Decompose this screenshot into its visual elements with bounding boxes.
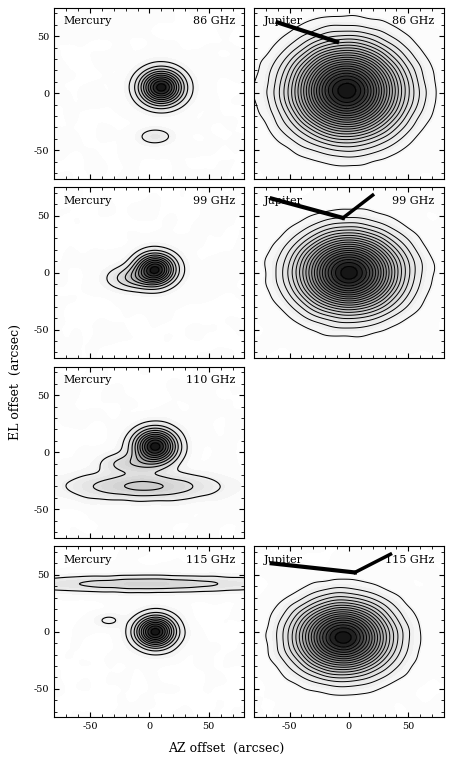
Text: Jupiter: Jupiter bbox=[263, 16, 303, 26]
Text: 99 GHz: 99 GHz bbox=[392, 196, 434, 206]
Text: Mercury: Mercury bbox=[64, 16, 112, 26]
Text: 86 GHz: 86 GHz bbox=[193, 16, 235, 26]
Text: Mercury: Mercury bbox=[64, 555, 112, 565]
Text: 110 GHz: 110 GHz bbox=[186, 375, 235, 385]
Text: Mercury: Mercury bbox=[64, 196, 112, 206]
Text: 86 GHz: 86 GHz bbox=[392, 16, 434, 26]
Text: AZ offset  (arcsec): AZ offset (arcsec) bbox=[169, 742, 284, 755]
Text: 99 GHz: 99 GHz bbox=[193, 196, 235, 206]
Text: Jupiter: Jupiter bbox=[263, 555, 303, 565]
Text: 115 GHz: 115 GHz bbox=[186, 555, 235, 565]
Text: EL offset  (arcsec): EL offset (arcsec) bbox=[9, 324, 22, 439]
Text: Mercury: Mercury bbox=[64, 375, 112, 385]
Text: 115 GHz: 115 GHz bbox=[385, 555, 434, 565]
Text: Jupiter: Jupiter bbox=[263, 196, 303, 206]
